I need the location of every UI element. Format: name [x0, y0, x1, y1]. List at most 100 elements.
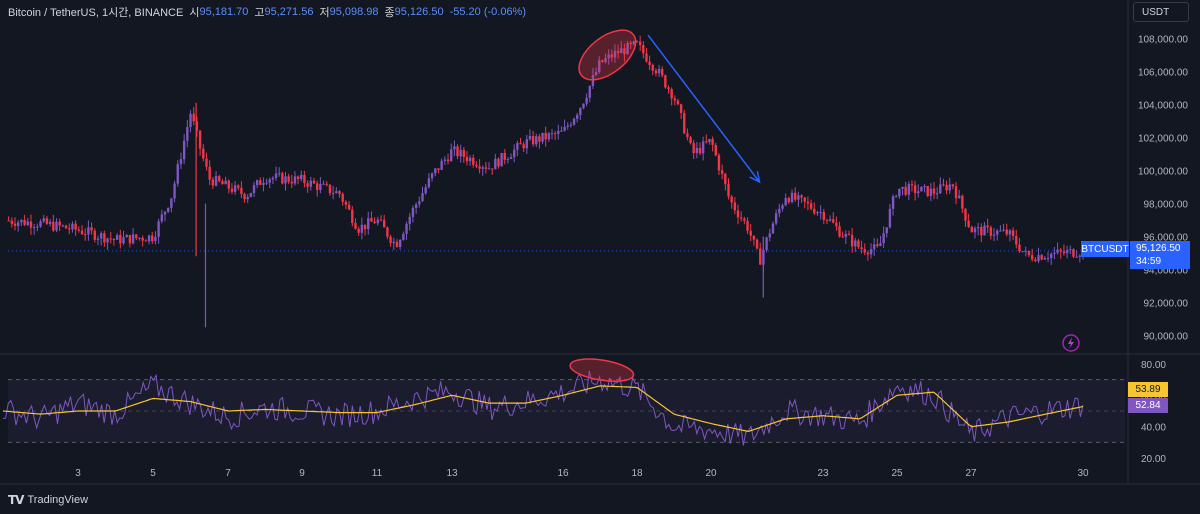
candle-body [569, 124, 573, 126]
candle-body [695, 147, 699, 154]
candle-body [535, 136, 538, 145]
candle-body [218, 176, 221, 182]
candle-body [405, 223, 408, 234]
candle-body [487, 168, 491, 170]
price-axis-label: 92,000.00 [1144, 299, 1189, 310]
currency-selector[interactable]: USDT [1133, 2, 1189, 22]
candle-body [61, 225, 65, 227]
time-axis-label: 27 [965, 468, 977, 479]
candle-body [538, 136, 541, 142]
candle-body [686, 133, 689, 138]
candle-body [819, 211, 822, 213]
candle-body [328, 184, 332, 194]
candle-body [192, 113, 195, 122]
candle-body [341, 194, 344, 202]
candle-body [942, 184, 945, 186]
candle-body [233, 185, 237, 192]
candle-body [453, 146, 456, 150]
candle-body [813, 208, 816, 214]
symbol-price-tag: BTCUSDT [1081, 241, 1129, 257]
candle-body [344, 201, 348, 205]
candle-body [765, 237, 768, 251]
candle-body [115, 235, 119, 240]
close-value: 95,126.50 [394, 6, 444, 18]
candle-body [528, 135, 532, 140]
candle-body [338, 191, 341, 195]
candle-body [246, 196, 249, 200]
candle-body [1065, 250, 1069, 254]
candle-body [809, 203, 813, 209]
candle-body [790, 192, 794, 203]
candle-body [717, 155, 721, 171]
candle-body [93, 230, 96, 240]
candle-body [752, 235, 756, 240]
candle-body [1018, 244, 1021, 252]
candle-body [1062, 251, 1066, 254]
time-axis-label: 25 [891, 468, 903, 479]
candle-body [832, 219, 835, 223]
candle-body [227, 180, 231, 189]
candle-body [957, 195, 961, 199]
candle-body [683, 112, 686, 134]
candle-body [296, 176, 300, 180]
candle-body [166, 207, 170, 212]
candle-body [10, 220, 14, 224]
candle-body [948, 184, 951, 191]
last-price-tag: 95,126.50 34:59 [1130, 241, 1190, 269]
candle-body [45, 218, 49, 224]
candle-body [265, 182, 268, 184]
candle-body [144, 240, 148, 242]
candle-body [961, 195, 964, 209]
candle-body [657, 68, 661, 74]
candle-body [274, 173, 278, 178]
candle-body [724, 173, 727, 185]
price-axis-label: 106,000.00 [1138, 68, 1188, 79]
candle-body [331, 193, 335, 195]
candle-body [1069, 249, 1072, 251]
high-value: 95,271.56 [264, 6, 314, 18]
candle-body [945, 184, 948, 191]
time-axis-label: 7 [225, 468, 231, 479]
candle-body [29, 221, 33, 228]
candle-body [440, 160, 443, 170]
candle-body [421, 193, 424, 202]
candle-body [170, 198, 173, 208]
bar-countdown: 34:59 [1136, 256, 1162, 267]
candle-body [648, 61, 651, 66]
candle-body [389, 236, 392, 244]
candle-body [462, 149, 466, 157]
candle-body [360, 224, 364, 233]
candle-body [879, 243, 882, 247]
candle-body [128, 234, 132, 244]
symbol-title[interactable]: Bitcoin / TetherUS, 1시간, BINANCE [8, 7, 184, 19]
candle-body [1015, 236, 1018, 245]
candle-body [68, 228, 71, 230]
candle-body [195, 121, 199, 131]
candle-body [249, 192, 253, 197]
candle-body [475, 164, 478, 167]
candle-body [869, 249, 873, 255]
candle-body [32, 227, 36, 229]
candle-body [494, 158, 497, 170]
candle-body [284, 176, 287, 184]
candle-body [860, 247, 863, 250]
rsi-value-tag: 53.89 [1128, 382, 1168, 397]
candle-body [509, 157, 513, 159]
candle-body [281, 173, 284, 184]
candle-body [240, 187, 243, 194]
candle-body [838, 226, 841, 237]
candle-body [151, 235, 154, 242]
candle-body [623, 48, 626, 55]
candle-body [103, 233, 106, 243]
candle-body [525, 139, 529, 149]
price-axis-label: 102,000.00 [1138, 134, 1188, 145]
tradingview-brand[interactable]: 𝗧𝗩 TradingView [8, 492, 88, 508]
candle-body [376, 219, 380, 224]
candle-body [303, 175, 306, 184]
candle-body [1037, 255, 1040, 262]
candle-body [20, 219, 23, 223]
candle-body [898, 188, 901, 197]
candle-body [929, 188, 933, 196]
candle-body [427, 178, 431, 188]
